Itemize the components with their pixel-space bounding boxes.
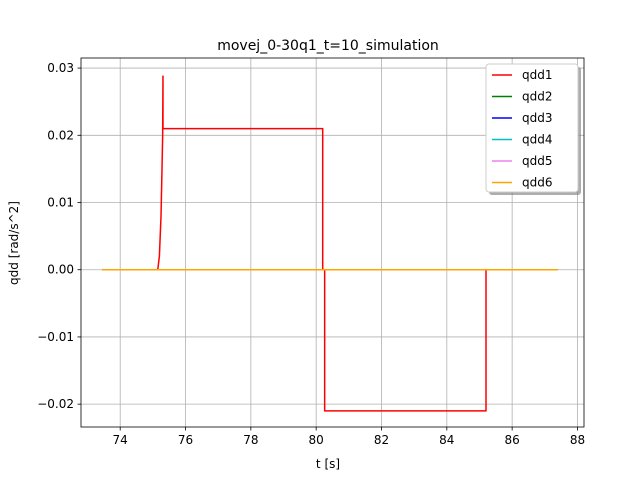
legend-box xyxy=(485,63,579,193)
x-tick-label: 84 xyxy=(439,433,454,447)
x-axis-label: t [s] xyxy=(316,457,340,471)
x-tick-label: 78 xyxy=(243,433,258,447)
chart-title: movej_0-30q1_t=10_simulation xyxy=(217,38,439,54)
x-axis: 74 76 78 80 82 84 86 88 xyxy=(113,427,585,447)
y-axis: −0.02 −0.01 0.00 0.01 0.02 0.03 xyxy=(37,61,81,411)
x-tick-label: 82 xyxy=(374,433,389,447)
y-tick-label: −0.02 xyxy=(37,397,74,411)
y-tick-label: 0.02 xyxy=(47,128,74,142)
legend-label-qdd3: qdd3 xyxy=(522,111,553,125)
legend-label-qdd6: qdd6 xyxy=(522,176,553,190)
axes-border xyxy=(80,57,585,428)
y-tick-label: −0.01 xyxy=(37,330,74,344)
x-tick-label: 76 xyxy=(178,433,193,447)
x-tick-label: 88 xyxy=(570,433,585,447)
series-line-qdd1 xyxy=(102,75,558,412)
legend-label-qdd5: qdd5 xyxy=(522,154,553,168)
axes-frame xyxy=(80,57,585,428)
legend-label-qdd1: qdd1 xyxy=(522,68,553,82)
legend-label-qdd4: qdd4 xyxy=(522,133,553,147)
legend-label-qdd2: qdd2 xyxy=(522,90,553,104)
y-tick-label: 0.01 xyxy=(47,196,74,210)
y-tick-label: 0.03 xyxy=(47,61,74,75)
y-tick-label: 0.00 xyxy=(47,263,74,277)
x-tick-label: 86 xyxy=(505,433,520,447)
x-tick-label: 74 xyxy=(113,433,128,447)
legend: qdd1 qdd2 qdd3 qdd4 qdd5 qdd6 xyxy=(485,63,581,195)
y-axis-label: qdd [rad/s^2] xyxy=(7,201,21,285)
plot-area xyxy=(102,75,558,412)
x-tick-label: 80 xyxy=(309,433,324,447)
